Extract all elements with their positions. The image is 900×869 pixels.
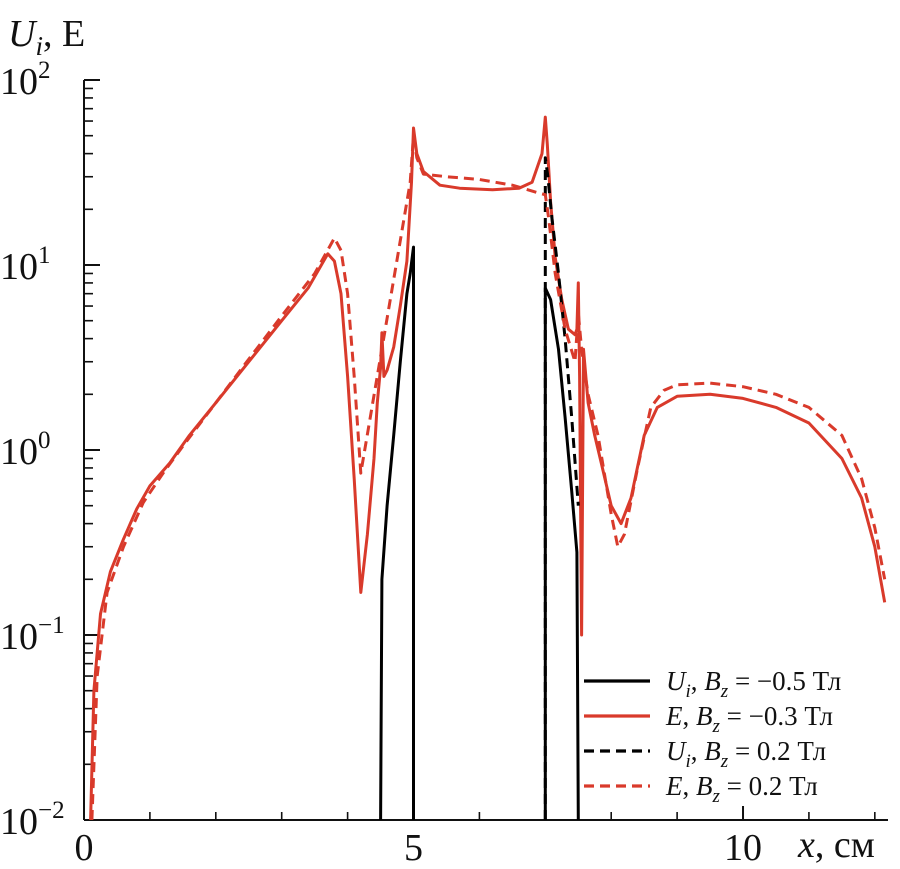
legend-entry: Ui, Bz = −0.5 Тл xyxy=(666,666,841,702)
series-1 xyxy=(379,245,580,821)
legend-entry: E, Bz = 0.2 Тл xyxy=(665,771,818,807)
x-axis-ticks: 0 5 10 xyxy=(75,806,876,869)
series-3 xyxy=(543,156,580,820)
series-line xyxy=(543,286,580,821)
series-line xyxy=(543,156,580,820)
y-tick-label: 10−2 xyxy=(0,797,65,843)
x-axis-title-var: x xyxy=(797,824,815,866)
y-tick-label: 102 xyxy=(0,57,51,103)
y-axis-title: Ui, E xyxy=(8,13,85,61)
x-tick-label: 10 xyxy=(724,827,762,869)
series-line xyxy=(90,134,887,821)
x-axis-title-rest: , см xyxy=(815,824,875,866)
x-tick-label: 0 xyxy=(75,827,94,869)
legend-entry: Ui, Bz = 0.2 Тл xyxy=(666,736,826,772)
x-tick-label: 5 xyxy=(404,827,423,869)
series-4 xyxy=(90,134,887,821)
svg-text:Ui, E: Ui, E xyxy=(8,13,85,61)
legend-entry: E, Bz = −0.3 Тл xyxy=(665,701,833,737)
y-axis-title-sub: i xyxy=(35,31,43,61)
y-tick-label: 10−1 xyxy=(0,612,65,658)
y-tick-label: 100 xyxy=(0,427,51,473)
y-axis-ticks: 102 101 100 10−1 10−2 xyxy=(0,57,100,843)
y-axis-title-var: U xyxy=(8,13,38,55)
y-tick-label: 101 xyxy=(0,242,51,288)
x-axis-title: x, см xyxy=(797,824,875,866)
series-layer xyxy=(89,115,887,821)
svg-text:x, см: x, см xyxy=(797,824,875,866)
y-axis-title-rest: , E xyxy=(43,13,85,55)
series-line xyxy=(379,245,415,821)
